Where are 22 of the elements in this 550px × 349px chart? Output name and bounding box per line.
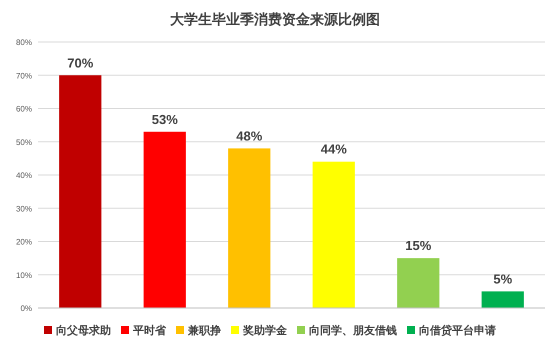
legend-label: 向同学、朋友借钱 xyxy=(309,324,397,337)
chart-title: 大学生毕业季消费资金来源比例图 xyxy=(170,11,380,27)
data-label: 70% xyxy=(67,55,94,70)
y-tick-label: 30% xyxy=(16,204,32,214)
y-tick-label: 60% xyxy=(16,104,32,114)
legend-label: 向借贷平台申请 xyxy=(419,324,496,337)
legend-label: 向父母求助 xyxy=(56,324,111,337)
y-tick-label: 10% xyxy=(16,270,32,280)
data-label: 15% xyxy=(405,238,432,254)
data-label: 48% xyxy=(236,128,263,144)
legend-label: 奖助学金 xyxy=(242,324,288,337)
data-label: 5% xyxy=(493,271,513,286)
data-label: 44% xyxy=(320,142,348,157)
y-tick-label: 70% xyxy=(16,71,32,80)
data-label: 53% xyxy=(152,112,178,127)
y-tick-label: 0% xyxy=(20,304,32,313)
y-tick-label: 40% xyxy=(16,171,32,180)
y-tick-label: 80% xyxy=(16,38,32,47)
y-tick-label: 50% xyxy=(16,138,32,147)
y-tick-label: 20% xyxy=(16,238,32,246)
legend-label: 兼职挣 xyxy=(187,324,221,337)
legend-label: 平时省 xyxy=(132,324,167,337)
